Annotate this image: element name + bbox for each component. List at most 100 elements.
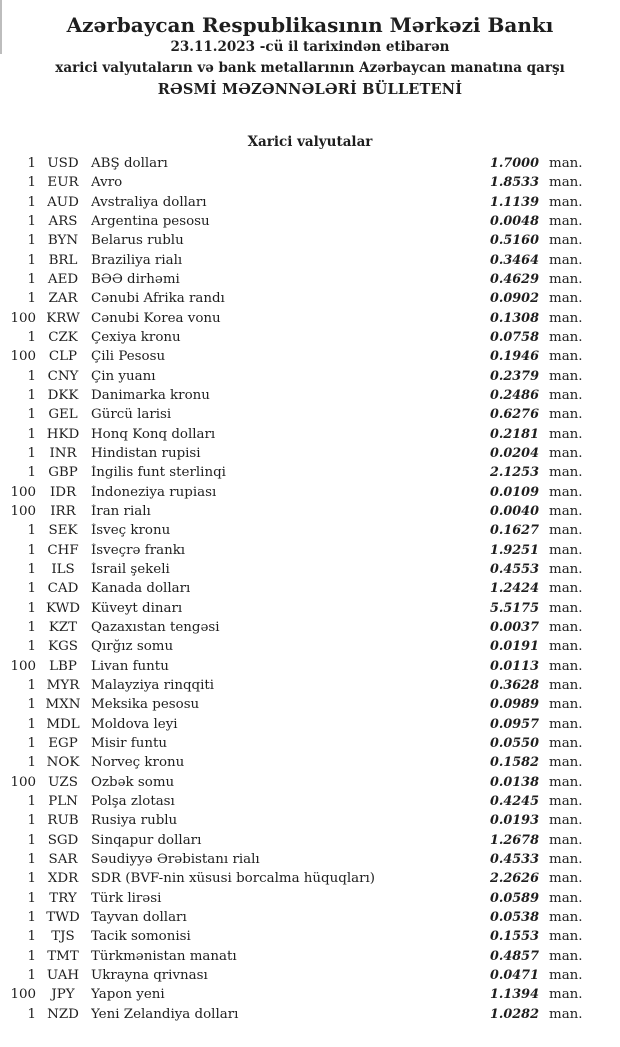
currency-code-cell: AED [47,272,79,288]
currency-code-cell: IRR [50,504,76,520]
currency-code-cell: CZK [48,330,78,346]
rate-row: 1 CNY Çin yuanı 0.2379 man. [0,367,620,386]
currency-code-cell: KRW [46,310,80,326]
rate-row: 1 TRY Türk lirəsi 0.0589 man. [0,888,620,907]
rate-value-cell: 0.0048 [490,214,539,230]
rate-value-cell: 0.1627 [490,523,539,539]
unit-label-cell: man. [549,504,583,520]
rate-value-cell: 0.2486 [490,388,539,404]
currency-name-cell: İran rialı [91,504,151,520]
currency-code-cell: AUD [47,194,79,210]
rates-table: 1 USD ABŞ dolları 1.7000 man. 1 EUR Avro… [0,154,620,1024]
currency-code-cell: ARS [48,214,78,230]
currency-code-cell: CNY [47,368,79,384]
currency-name-cell: Danimarka kronu [91,388,210,404]
currency-code-cell: TWD [46,909,80,925]
rate-value-cell: 0.1308 [490,310,539,326]
rate-row: 100 IDR İndoneziya rupiası 0.0109 man. [0,483,620,502]
unit-label-cell: man. [549,330,583,346]
quantity-cell: 1 [27,793,36,809]
rate-value-cell: 1.2424 [490,581,539,597]
unit-label-cell: man. [549,291,583,307]
rate-value-cell: 2.1253 [490,465,539,481]
currency-code-cell: NZD [47,1006,79,1022]
rate-value-cell: 5.5175 [490,600,539,616]
currency-code-cell: SAR [48,851,78,867]
rate-row: 1 MDL Moldova leyi 0.0957 man. [0,715,620,734]
currency-code-cell: BYN [47,233,79,249]
quantity-cell: 1 [27,175,36,191]
unit-label-cell: man. [549,1006,583,1022]
unit-label-cell: man. [549,774,583,790]
quantity-cell: 1 [27,330,36,346]
currency-code-cell: TJS [51,929,75,945]
unit-label-cell: man. [549,407,583,423]
currency-code-cell: GBP [48,465,78,481]
quantity-cell: 1 [27,214,36,230]
unit-label-cell: man. [549,948,583,964]
quantity-cell: 1 [27,948,36,964]
quantity-cell: 1 [27,678,36,694]
currency-code-cell: CAD [47,581,79,597]
unit-label-cell: man. [549,426,583,442]
rate-row: 1 GEL Gürcü larisi 0.6276 man. [0,405,620,424]
quantity-cell: 1 [27,909,36,925]
unit-label-cell: man. [549,368,583,384]
rate-row: 1 MXN Meksika pesosu 0.0989 man. [0,695,620,714]
currency-code-cell: ZAR [48,291,78,307]
rate-row: 1 KWD Küveyt dinarı 5.5175 man. [0,599,620,618]
effective-date-line: 23.11.2023 -cü il tarixindən etibarən [170,39,450,55]
unit-label-cell: man. [549,388,583,404]
quantity-cell: 100 [10,349,36,365]
currency-code-cell: BRL [48,252,78,268]
currency-name-cell: Malayziya rinqqiti [91,678,215,694]
rate-row: 1 ARS Argentina pesosu 0.0048 man. [0,212,620,231]
rate-row: 1 TJS Tacik somonisi 0.1553 man. [0,927,620,946]
currency-name-cell: Küveyt dinarı [91,600,183,616]
currency-name-cell: İngilis funt sterlinqi [91,465,226,481]
currency-code-cell: LBP [49,658,77,674]
rate-row: 1 DKK Danimarka kronu 0.2486 man. [0,386,620,405]
currency-name-cell: Səudiyyə Ərəbistanı rialı [91,851,260,867]
quantity-cell: 1 [27,967,36,983]
rate-value-cell: 0.4857 [490,948,539,964]
rate-value-cell: 0.4629 [490,272,539,288]
unit-label-cell: man. [549,272,583,288]
rate-value-cell: 0.0589 [490,890,539,906]
rate-row: 1 UAH Ukrayna qrivnası 0.0471 man. [0,966,620,985]
rate-row: 100 LBP Livan funtu 0.0113 man. [0,657,620,676]
currency-code-cell: USD [47,156,79,172]
currency-name-cell: Türkmənistan manatı [91,948,237,964]
currency-name-cell: Polşa zlotası [91,793,175,809]
unit-label-cell: man. [549,967,583,983]
unit-label-cell: man. [549,832,583,848]
unit-label-cell: man. [549,987,583,1003]
rate-value-cell: 1.1394 [490,987,539,1003]
rate-row: 100 JPY Yapon yeni 1.1394 man. [0,985,620,1004]
currency-name-cell: Avro [91,175,123,191]
rate-value-cell: 0.0758 [490,330,539,346]
rate-value-cell: 0.0989 [490,697,539,713]
rate-value-cell: 0.4553 [490,562,539,578]
rate-row: 1 TMT Türkmənistan manatı 0.4857 man. [0,946,620,965]
unit-label-cell: man. [549,697,583,713]
quantity-cell: 1 [27,407,36,423]
rate-value-cell: 0.0191 [490,639,539,655]
unit-label-cell: man. [549,252,583,268]
rate-value-cell: 1.2678 [490,832,539,848]
currency-code-cell: SEK [48,523,78,539]
currency-code-cell: UZS [48,774,78,790]
rate-row: 1 KGS Qırğız somu 0.0191 man. [0,637,620,656]
currency-code-cell: MYR [46,678,80,694]
currency-name-cell: Honq Konq dolları [91,426,216,442]
quantity-cell: 1 [27,523,36,539]
currency-name-cell: Ukrayna qrivnası [91,967,208,983]
quantity-cell: 1 [27,388,36,404]
quantity-cell: 1 [27,871,36,887]
rate-row: 1 TWD Tayvan dolları 0.0538 man. [0,908,620,927]
currency-name-cell: ABŞ dolları [91,156,168,172]
rate-value-cell: 1.1139 [490,194,539,210]
unit-label-cell: man. [549,851,583,867]
currency-name-cell: Yapon yeni [91,987,165,1003]
quantity-cell: 100 [10,504,36,520]
